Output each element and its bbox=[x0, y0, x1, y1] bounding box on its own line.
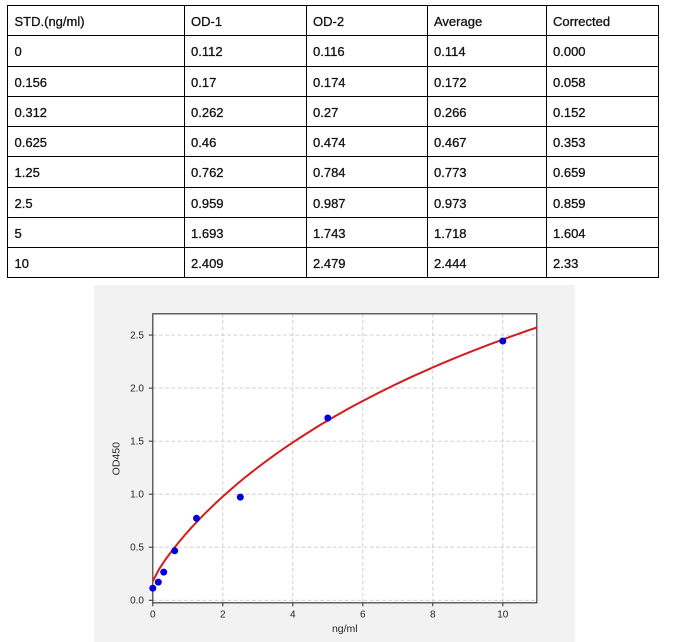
svg-text:2: 2 bbox=[220, 610, 226, 621]
svg-text:6: 6 bbox=[360, 610, 366, 621]
svg-text:ng/ml: ng/ml bbox=[332, 623, 358, 635]
svg-text:0.0: 0.0 bbox=[130, 596, 144, 607]
svg-text:10: 10 bbox=[497, 610, 509, 621]
svg-text:2.0: 2.0 bbox=[130, 384, 144, 395]
svg-text:OD450: OD450 bbox=[111, 442, 123, 475]
svg-text:1.5: 1.5 bbox=[130, 437, 144, 448]
svg-text:8: 8 bbox=[430, 610, 436, 621]
svg-text:4: 4 bbox=[290, 610, 296, 621]
svg-text:0.5: 0.5 bbox=[130, 543, 144, 554]
svg-text:1.0: 1.0 bbox=[130, 490, 144, 501]
svg-text:0: 0 bbox=[150, 610, 156, 621]
svg-text:2.5: 2.5 bbox=[130, 331, 144, 342]
